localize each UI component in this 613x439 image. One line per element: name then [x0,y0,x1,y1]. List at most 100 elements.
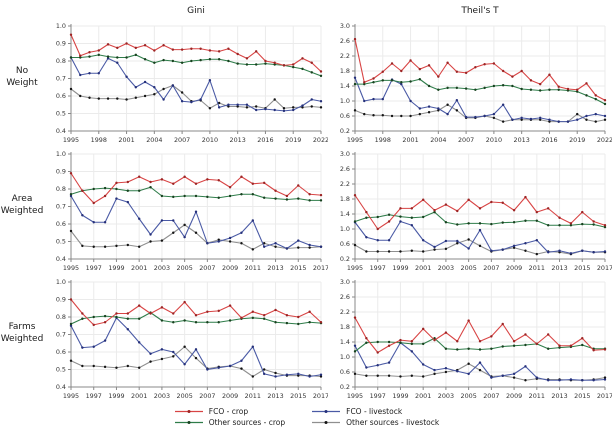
chart-gini-area-weighted: 0.4 0.5 0.6 0.7 0.8 0.9 1.0 1995 1997 1999 2001 200… [56,150,328,272]
legend-item-fco-livestock: FCO - livestock [311,407,439,416]
column-title-gini: Gini [187,6,205,16]
svg-text:1998: 1998 [91,136,107,144]
svg-text:2009: 2009 [222,264,238,272]
svg-text:2003: 2003 [154,264,170,272]
svg-text:1.8: 1.8 [340,67,350,75]
corner-spacer [0,3,44,19]
legend-item-other-livestock: Other sources - livestock [311,418,439,427]
panel-gini-farms-weighted: 0.4 0.5 0.6 0.7 0.8 0.9 1.0 1995 1997 1999 2001 200… [44,275,328,403]
svg-text:2.6: 2.6 [340,37,350,45]
svg-text:2001: 2001 [415,392,431,400]
svg-text:0.9: 0.9 [56,40,66,48]
svg-text:2001: 2001 [415,264,431,272]
svg-text:0.8: 0.8 [56,57,66,65]
svg-text:2013: 2013 [230,136,246,144]
svg-text:2022: 2022 [597,136,612,144]
svg-text:0.4: 0.4 [56,127,66,135]
svg-text:1.8: 1.8 [340,195,350,203]
svg-text:1997: 1997 [86,264,102,272]
svg-text:1.4: 1.4 [340,210,350,218]
svg-text:0.6: 0.6 [340,112,350,120]
svg-text:2015: 2015 [574,264,590,272]
svg-text:2013: 2013 [551,264,567,272]
svg-text:2013: 2013 [267,392,283,400]
svg-text:1995: 1995 [347,136,363,144]
svg-text:2016: 2016 [257,136,273,144]
svg-text:0.7: 0.7 [56,75,66,83]
svg-text:2022: 2022 [313,136,328,144]
svg-text:0.7: 0.7 [56,331,66,339]
svg-text:1995: 1995 [63,392,79,400]
row-label-area-weighted: Area Weighted [0,194,44,216]
legend-label: FCO - crop [208,407,249,416]
panel-gini-no-weight: 0.4 0.5 0.6 0.7 0.8 0.9 1.0 1995 1998 2001 2004 200… [44,19,328,147]
svg-text:2007: 2007 [199,392,215,400]
chart-grid: Gini Theil's T No Weight 0.4 0.5 0.6 0.7 0.8… [0,3,612,403]
svg-text:1.0: 1.0 [340,225,350,233]
svg-text:1995: 1995 [347,392,363,400]
svg-text:1999: 1999 [108,264,124,272]
svg-text:2004: 2004 [430,136,446,144]
svg-text:2007: 2007 [483,264,499,272]
svg-text:2001: 2001 [131,264,147,272]
svg-text:2016: 2016 [541,136,557,144]
svg-text:2003: 2003 [438,264,454,272]
svg-text:2017: 2017 [313,392,328,400]
svg-text:1999: 1999 [108,392,124,400]
svg-text:2013: 2013 [267,264,283,272]
column-title-theils-t: Theil's T [461,6,499,16]
svg-text:1995: 1995 [63,264,79,272]
svg-text:2.2: 2.2 [340,308,350,316]
svg-text:2.6: 2.6 [340,165,350,173]
svg-text:2010: 2010 [486,136,502,144]
legend-label: Other sources - livestock [346,418,440,427]
panel-gini-area-weighted: 0.4 0.5 0.6 0.7 0.8 0.9 1.0 1995 1997 1999 2001 200… [44,147,328,275]
svg-text:0.6: 0.6 [340,368,350,376]
svg-text:2.2: 2.2 [340,52,350,60]
svg-text:0.9: 0.9 [56,168,66,176]
svg-text:1999: 1999 [392,264,408,272]
row-label-no-weight: No Weight [6,66,38,88]
svg-text:3.0: 3.0 [340,150,350,158]
legend-key-line-icon [174,410,203,413]
svg-text:2015: 2015 [574,392,590,400]
svg-text:0.4: 0.4 [56,255,66,263]
svg-text:1997: 1997 [370,264,386,272]
svg-text:2010: 2010 [202,136,218,144]
svg-text:1999: 1999 [392,392,408,400]
svg-text:2007: 2007 [174,136,190,144]
svg-text:2011: 2011 [245,392,261,400]
svg-text:1997: 1997 [370,392,386,400]
svg-text:2005: 2005 [461,264,477,272]
row-label-farms-weighted: Farms Weighted [0,322,44,344]
svg-text:2013: 2013 [514,136,530,144]
svg-text:2009: 2009 [506,392,522,400]
legend-key-line-icon [174,421,203,424]
svg-text:2019: 2019 [285,136,301,144]
svg-text:0.5: 0.5 [56,366,66,374]
legend-label: Other sources - crop [208,418,286,427]
svg-text:2015: 2015 [290,392,306,400]
svg-text:1998: 1998 [375,136,391,144]
svg-text:0.2: 0.2 [340,383,350,391]
svg-text:2017: 2017 [597,264,612,272]
svg-text:0.5: 0.5 [56,110,66,118]
legend-key-line-icon [312,410,341,413]
svg-text:0.2: 0.2 [340,255,350,263]
svg-text:1995: 1995 [63,136,79,144]
panel-theil-area-weighted: 0.2 0.6 1.0 1.4 1.8 2.2 2.6 3.0 1995 1997 1999 2001… [328,147,612,275]
panel-theil-farms-weighted: 0.2 0.6 1.0 1.4 1.8 2.2 2.6 3.0 1995 1997 1999 2001… [328,275,612,403]
svg-text:0.6: 0.6 [340,240,350,248]
svg-text:0.7: 0.7 [56,203,66,211]
svg-text:2011: 2011 [529,264,545,272]
svg-text:2015: 2015 [290,264,306,272]
svg-text:2001: 2001 [402,136,418,144]
svg-text:1.8: 1.8 [340,323,350,331]
svg-text:2011: 2011 [529,392,545,400]
svg-text:0.4: 0.4 [56,383,66,391]
legend-item-other-crop: Other sources - crop [174,418,285,427]
svg-text:2017: 2017 [597,392,612,400]
svg-text:2009: 2009 [506,264,522,272]
legend: FCO - crop FCO - livestock Other sources… [0,407,613,427]
svg-text:2007: 2007 [458,136,474,144]
